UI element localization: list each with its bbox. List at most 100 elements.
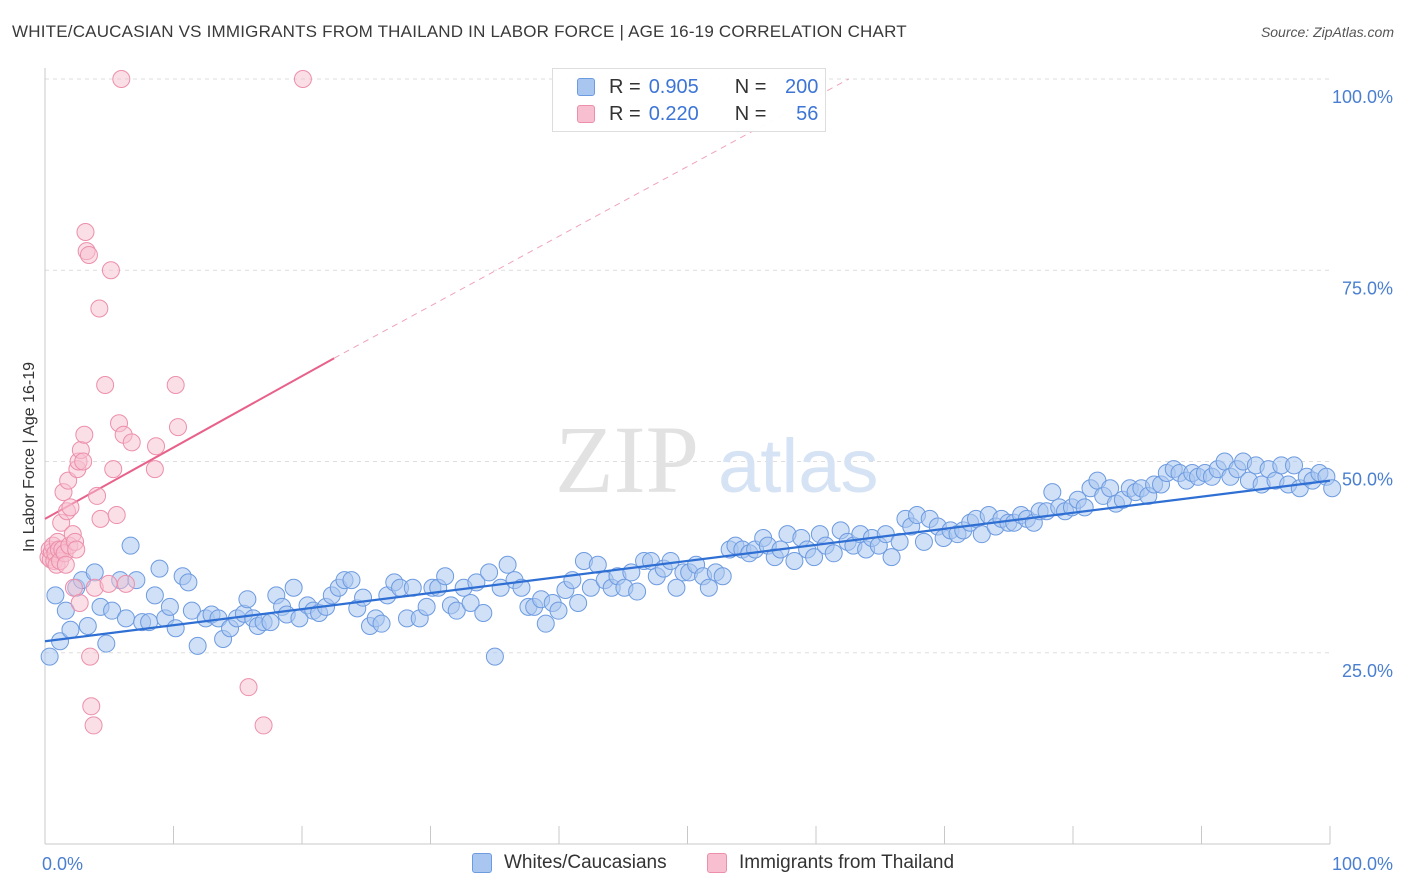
pink-point	[88, 486, 107, 505]
blue-point	[103, 601, 122, 620]
blue-point	[238, 590, 257, 609]
blue-point	[805, 548, 824, 567]
pink-point	[70, 594, 89, 613]
y-axis-title: In Labor Force | Age 16-19	[21, 362, 38, 552]
blue-point	[914, 532, 933, 551]
legend-n-value: 200	[785, 75, 819, 98]
blue-point	[417, 597, 436, 616]
blue-point	[882, 548, 901, 567]
blue-point	[512, 578, 531, 597]
blue-point	[972, 525, 991, 544]
pink-point	[107, 506, 126, 525]
blue-point	[588, 555, 607, 574]
pink-point	[168, 418, 187, 437]
pink-point	[90, 299, 109, 318]
legend-r-value: 0.220	[648, 102, 699, 125]
pink-point	[254, 716, 273, 735]
blue-point	[179, 573, 198, 592]
legend-r-label: R =	[609, 102, 641, 125]
legend-swatch-pink	[577, 105, 595, 123]
pink-point	[56, 555, 75, 574]
blue-point	[1043, 483, 1062, 502]
y-tick-label: 25.0%	[1342, 661, 1393, 681]
blue-point	[40, 647, 59, 666]
series-legend-label: Whites/Caucasians	[504, 852, 667, 873]
blue-point-series	[40, 452, 1342, 666]
legend-row-thailand: R = 0.220 N = 56	[577, 102, 818, 126]
blue-point	[628, 582, 647, 601]
blue-point	[1285, 456, 1304, 475]
pink-point	[293, 70, 312, 88]
legend-r-label: R =	[609, 75, 641, 98]
x-tick-labels: 0.0% 100.0%	[42, 854, 1393, 874]
blue-point	[85, 563, 104, 582]
series-legend: Whites/Caucasians Immigrants from Thaila…	[0, 852, 1406, 878]
blue-point	[121, 536, 140, 555]
pink-point	[76, 223, 95, 241]
series-legend-thailand: Immigrants from Thailand	[707, 852, 954, 874]
pink-point	[84, 716, 103, 735]
pink-point	[239, 678, 258, 697]
pink-point	[116, 574, 135, 593]
blue-point	[549, 601, 568, 620]
pink-point	[122, 433, 141, 452]
pink-point	[166, 376, 185, 394]
pink-point	[99, 574, 118, 593]
x-tick-label: 0.0%	[42, 854, 83, 874]
blue-point	[699, 578, 718, 597]
blue-point	[61, 620, 80, 639]
blue-point	[1323, 479, 1342, 498]
blue-point	[447, 601, 466, 620]
blue-trend-solid	[44, 479, 1331, 643]
y-tick-label: 75.0%	[1342, 278, 1393, 298]
watermark-atlas: atlas	[718, 424, 879, 509]
blue-point	[97, 634, 116, 653]
blue-point	[1075, 498, 1094, 517]
blue-point	[785, 551, 804, 570]
x-tick-label: 100.0%	[1332, 854, 1393, 874]
blue-point	[342, 571, 361, 590]
source-label: Source: ZipAtlas.com	[1260, 24, 1394, 40]
chart-title: WHITE/CAUCASIAN VS IMMIGRANTS FROM THAIL…	[12, 22, 907, 41]
blue-point	[461, 594, 480, 613]
blue-point	[713, 567, 732, 586]
pink-point	[147, 437, 166, 456]
pink-point	[112, 70, 131, 88]
blue-point	[166, 619, 185, 638]
blue-point	[182, 601, 201, 620]
legend-row-whites: R = 0.905 N = 200	[577, 75, 818, 99]
legend-swatch-blue	[577, 78, 595, 96]
blue-point	[354, 588, 373, 607]
blue-trend-line	[44, 479, 1331, 643]
series-swatch-blue	[472, 853, 492, 873]
blue-point	[667, 578, 686, 597]
blue-point	[284, 578, 303, 597]
pink-point	[64, 578, 83, 597]
blue-point	[498, 555, 517, 574]
blue-point	[116, 609, 135, 628]
pink-point	[81, 647, 100, 666]
y-tick-label: 100.0%	[1332, 87, 1393, 107]
blue-point	[145, 586, 164, 605]
pink-point	[74, 452, 93, 471]
blue-point	[436, 567, 455, 586]
blue-point	[536, 614, 555, 633]
legend-r-value: 0.905	[648, 75, 699, 98]
pink-point	[101, 261, 120, 280]
pink-point	[96, 376, 115, 394]
blue-point	[46, 586, 65, 605]
pink-point-series	[39, 70, 312, 735]
blue-point	[581, 578, 600, 597]
blue-point	[824, 544, 843, 563]
series-swatch-pink	[707, 853, 727, 873]
pink-point	[91, 509, 110, 528]
blue-point	[569, 594, 588, 613]
axes	[44, 68, 1331, 845]
blue-point	[160, 597, 179, 616]
pink-point	[79, 245, 98, 264]
legend-n-label: N =	[734, 75, 767, 98]
blue-point	[150, 559, 169, 578]
pink-point	[145, 460, 164, 479]
series-legend-whites: Whites/Caucasians	[472, 852, 667, 874]
pink-point	[104, 460, 123, 479]
